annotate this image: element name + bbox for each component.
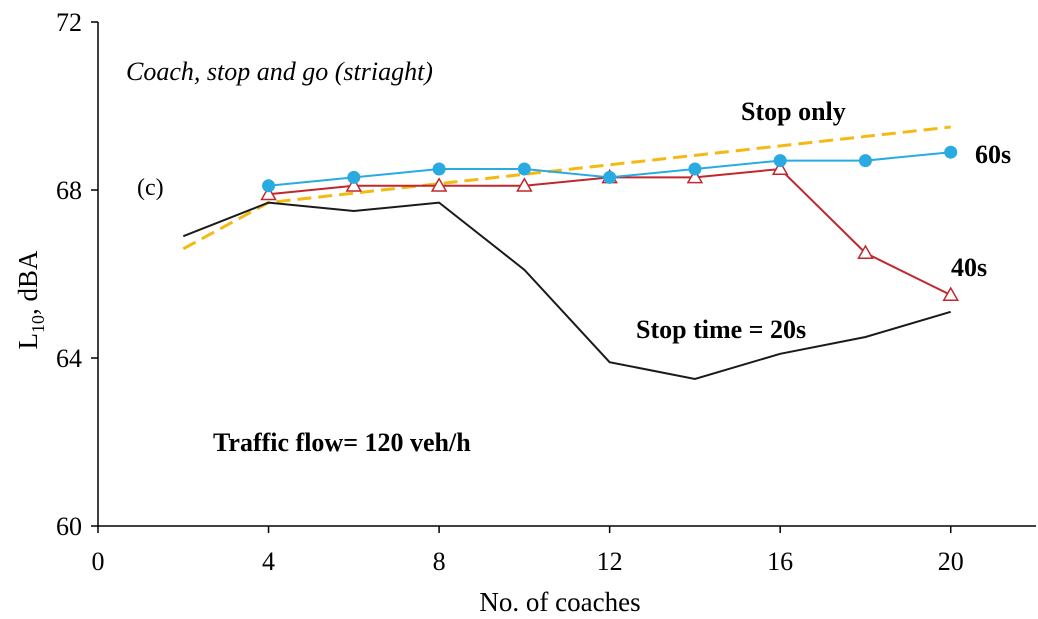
data-point <box>430 177 448 192</box>
x-tick-label: 8 <box>433 547 446 576</box>
data-point <box>857 244 874 259</box>
traffic-flow-label: Traffic flow= 120 veh/h <box>213 428 471 457</box>
data-point <box>773 154 787 168</box>
data-point <box>262 179 276 193</box>
y-tick-label: 60 <box>56 512 82 541</box>
data-point <box>516 177 533 192</box>
data-point <box>858 154 872 168</box>
x-tick-label: 4 <box>262 547 275 576</box>
data-point <box>347 170 361 184</box>
axis-ticks: 0 4 8 12 16 20 60 64 68 72 <box>56 8 964 576</box>
data-point <box>686 168 704 184</box>
y-axis-title-rest: , dBA <box>13 250 43 315</box>
data-point <box>688 162 702 176</box>
y-axis-title-sub: 10 <box>28 315 48 333</box>
x-axis-title: No. of coaches <box>479 587 640 617</box>
series-line-40s <box>268 167 952 296</box>
x-tick-label: 0 <box>92 547 105 576</box>
data-point <box>260 185 277 201</box>
data-point <box>942 286 960 301</box>
data-point <box>517 162 531 176</box>
series-layer <box>182 125 960 381</box>
y-tick-label: 72 <box>56 8 82 37</box>
x-tick-label: 20 <box>938 547 964 576</box>
panel-title: Coach, stop and go (striaght) <box>126 57 433 86</box>
series-label-40s: 40s <box>951 253 987 282</box>
panel-label: (c) <box>137 175 164 201</box>
y-tick-label: 68 <box>56 176 82 205</box>
data-point <box>603 170 617 184</box>
series-label-20s: Stop time = 20s <box>636 315 806 344</box>
data-point <box>771 160 789 175</box>
data-point <box>944 145 958 159</box>
y-tick-label: 64 <box>56 344 82 373</box>
y-axis-title-main: L <box>13 333 43 350</box>
x-tick-label: 16 <box>767 547 793 576</box>
series-label-stop-only: Stop only <box>741 97 846 126</box>
y-axis-title: L10, dBA <box>13 250 48 350</box>
x-tick-label: 12 <box>597 547 623 576</box>
series-label-60s: 60s <box>975 140 1011 169</box>
series-line-stop-time-20s <box>182 201 951 381</box>
data-point <box>432 162 446 176</box>
data-point <box>345 177 363 192</box>
series-line-stop-only <box>182 125 951 251</box>
